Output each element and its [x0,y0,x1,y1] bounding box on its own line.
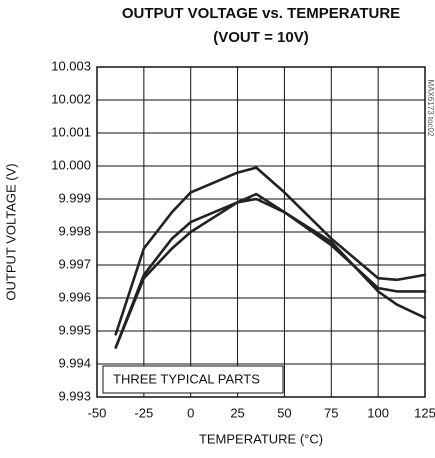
annotation-box [102,365,284,394]
y-tick-label: 9.997 [58,256,91,271]
x-tick-label: 100 [367,405,389,420]
x-tick-label: -50 [88,405,107,420]
y-tick-label: 10.001 [51,124,91,139]
y-tick-label: 9.999 [58,190,91,205]
y-tick-label: 9.998 [58,223,91,238]
chart-title: OUTPUT VOLTAGE vs. TEMPERATURE [122,5,400,22]
y-axis-label: OUTPUT VOLTAGE (V) [3,163,18,300]
series-line [114,166,427,336]
y-tick-label: 10.003 [51,58,91,73]
y-tick-label: 9.993 [58,388,91,403]
x-tick-label: 50 [277,405,291,420]
x-axis-label: TEMPERATURE (°C) [199,431,323,446]
y-tick-label: 10.002 [51,91,91,106]
x-tick-label: -25 [134,405,153,420]
y-tick-label: 9.995 [58,322,91,337]
y-tick-label: 9.994 [58,355,91,370]
series-line [114,197,427,349]
x-tick-label: 75 [324,405,338,420]
x-tick-label: 125 [414,405,435,420]
y-tick-label: 10.000 [51,157,91,172]
series-line [114,192,427,349]
x-tick-label: 25 [230,405,244,420]
y-tick-label: 9.996 [58,289,91,304]
annotation: THREE TYPICAL PARTS [113,371,260,386]
annotation: MAX6173 toc02 [426,80,435,137]
chart-subtitle: (VOUT = 10V) [213,29,308,46]
plot-frame [96,66,426,398]
x-tick-label: 0 [187,405,194,420]
